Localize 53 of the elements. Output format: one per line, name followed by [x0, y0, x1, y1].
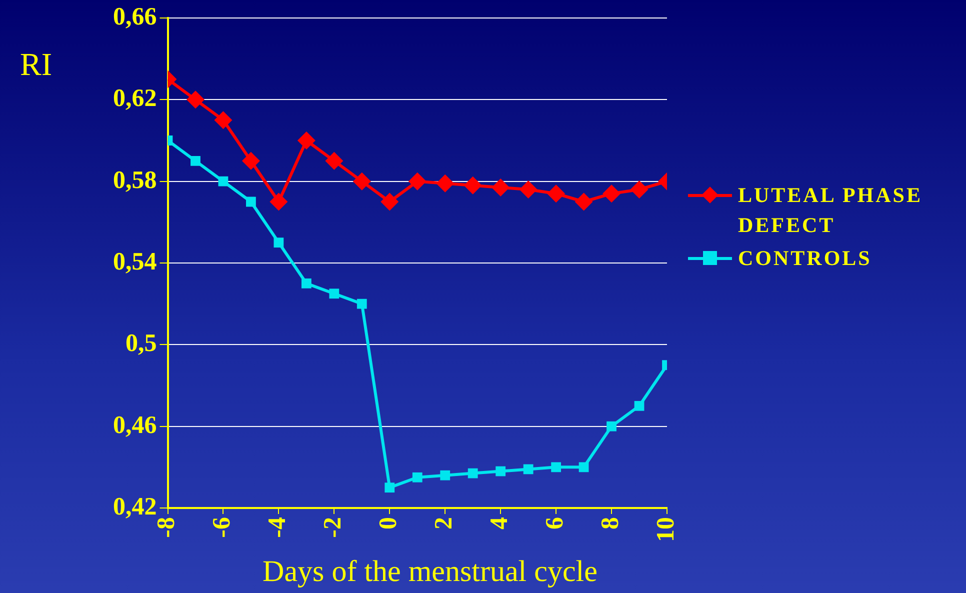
point [301, 278, 312, 288]
point [380, 192, 399, 211]
x-tick-label: -6 [208, 517, 236, 538]
point [464, 176, 482, 194]
point [270, 192, 288, 211]
point [634, 400, 644, 411]
y-axis-title: RI [20, 46, 52, 83]
point [356, 298, 367, 309]
point [523, 464, 534, 474]
point [578, 462, 589, 472]
point [352, 172, 371, 190]
point [297, 132, 316, 150]
point [412, 472, 422, 482]
point [551, 462, 562, 472]
y-tick-label: 0,5 [126, 330, 157, 358]
y-tick-label: 0,46 [113, 412, 157, 439]
point [329, 288, 340, 299]
point [519, 180, 538, 198]
point [574, 192, 593, 211]
point [630, 180, 648, 198]
point [274, 238, 284, 248]
point [440, 470, 450, 480]
point [468, 468, 478, 478]
y-tick-label: 0,58 [113, 166, 157, 194]
legend-label: CONTROLS [738, 245, 873, 272]
legend-label: LUTEAL PHASE DEFECT [738, 182, 924, 239]
point [384, 482, 395, 493]
y-tick-label: 0,54 [113, 248, 158, 276]
x-tick-label: 2 [430, 517, 458, 530]
point [218, 176, 228, 186]
point [325, 152, 344, 170]
point [436, 174, 454, 192]
point [190, 156, 200, 166]
point [246, 196, 256, 207]
point [242, 152, 260, 170]
y-tick-label: 0,62 [113, 85, 157, 112]
point [492, 178, 510, 196]
y-tick-label: 0,66 [113, 3, 157, 30]
point [186, 90, 204, 109]
x-tick-label: 4 [486, 516, 514, 530]
point [602, 184, 621, 203]
x-tick-label: 6 [542, 517, 569, 530]
point [606, 421, 616, 432]
x-tick-label: -2 [320, 517, 347, 538]
point [214, 111, 232, 130]
x-tick-label: 8 [596, 517, 624, 530]
x-tick-label: 0 [375, 517, 402, 530]
point [408, 172, 426, 190]
point [547, 184, 566, 203]
x-tick-label: 10 [652, 517, 680, 542]
x-tick-label: -4 [264, 516, 292, 538]
x-axis-title: Days of the menstrual cycle [262, 555, 598, 589]
point [496, 466, 506, 476]
